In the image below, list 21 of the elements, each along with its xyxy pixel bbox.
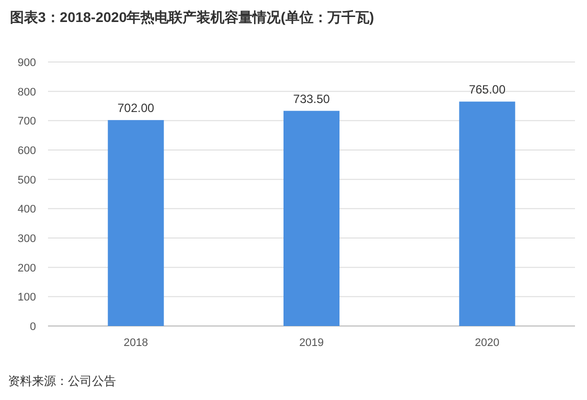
bar [284,110,340,326]
data-label: 702.00 [117,101,155,116]
x-tick-label: 2020 [474,337,500,349]
bar [459,102,516,326]
y-tick-label: 300 [18,233,36,245]
y-tick-label: 900 [18,57,36,69]
y-tick-label: 400 [18,204,36,216]
y-tick-label: 800 [18,86,36,98]
y-tick-label: 600 [18,145,36,157]
y-tick-label: 200 [18,262,36,274]
chart-title: 图表3：2018-2020年热电联产装机容量情况(单位：万千瓦) [10,9,374,25]
y-tick-label: 0 [30,321,36,333]
bar [108,120,164,326]
x-tick-label: 2018 [124,337,148,349]
text: 资料来源：公司公告 [8,374,116,388]
x-tick-label: 2019 [299,337,324,349]
y-tick-label: 500 [18,174,36,186]
data-label: 733.50 [293,92,330,106]
y-tick-label: 100 [18,292,36,304]
data-label: 765.00 [468,82,506,97]
y-tick-label: 700 [18,116,36,128]
